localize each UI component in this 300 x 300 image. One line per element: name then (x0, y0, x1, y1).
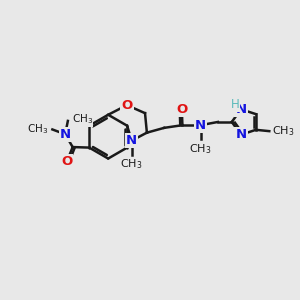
Text: N: N (195, 119, 206, 132)
Text: N: N (126, 134, 137, 147)
Text: CH$_3$: CH$_3$ (120, 157, 143, 171)
Text: O: O (61, 155, 72, 168)
Text: H: H (231, 98, 239, 111)
Text: CH$_3$: CH$_3$ (72, 113, 93, 127)
Text: N: N (236, 103, 247, 116)
Text: N: N (236, 128, 247, 141)
Text: O: O (176, 103, 188, 116)
Text: CH$_3$: CH$_3$ (189, 142, 212, 155)
Text: N: N (60, 128, 71, 141)
Text: CH$_3$: CH$_3$ (272, 124, 294, 138)
Text: CH$_3$: CH$_3$ (27, 122, 48, 136)
Text: O: O (121, 99, 133, 112)
